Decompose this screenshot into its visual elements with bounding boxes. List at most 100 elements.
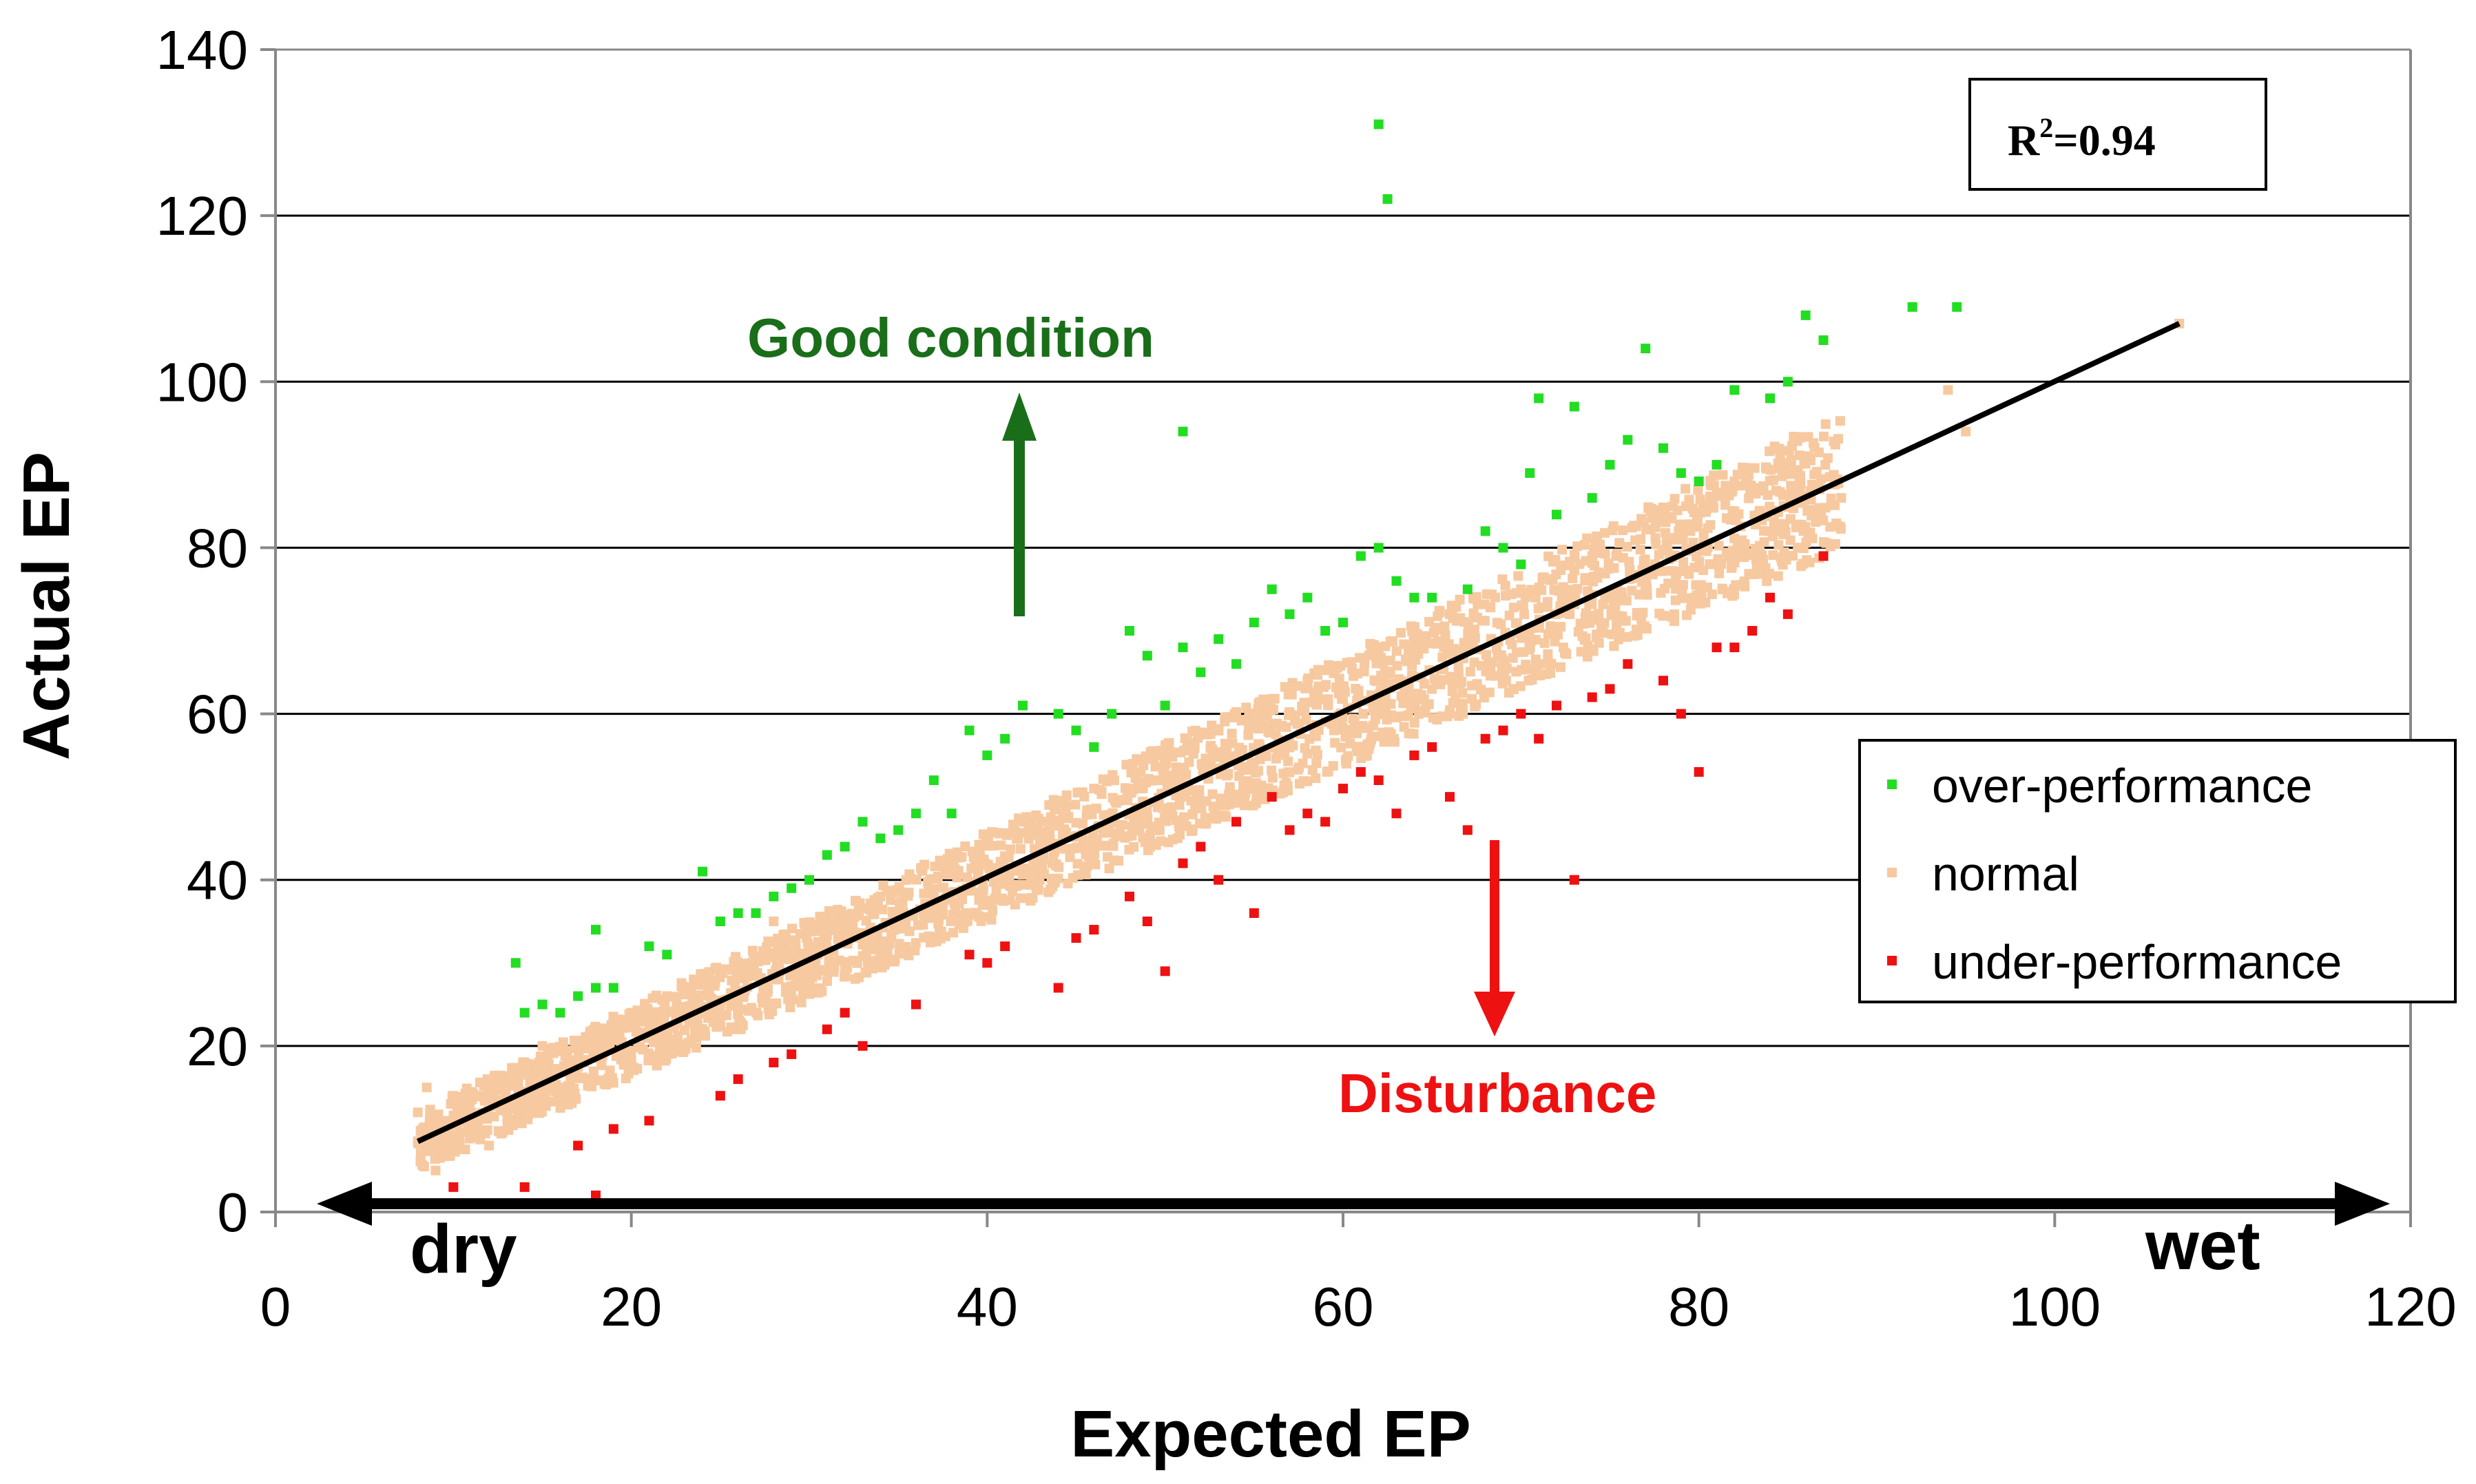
normal-point <box>487 1085 497 1095</box>
over-performance-point <box>804 875 814 885</box>
normal-point <box>877 960 887 970</box>
normal-point <box>870 934 880 944</box>
normal-point <box>1107 771 1118 781</box>
normal-point <box>578 1072 588 1083</box>
normal-point <box>1816 474 1826 484</box>
normal-point <box>1664 512 1674 522</box>
over-performance-point <box>911 808 921 819</box>
normal-point <box>1182 736 1192 746</box>
normal-point <box>1454 669 1464 679</box>
legend-label-normal: normal <box>1932 847 2079 901</box>
normal-point <box>1156 836 1166 846</box>
normal-point <box>1300 683 1311 693</box>
normal-point <box>735 962 745 972</box>
normal-point <box>1187 809 1198 819</box>
normal-point <box>882 886 892 896</box>
normal-point <box>1349 671 1359 681</box>
over-performance-point <box>875 833 886 844</box>
normal-point <box>1090 859 1101 870</box>
normal-point <box>1358 709 1369 719</box>
normal-point <box>1399 722 1409 732</box>
over-performance-point <box>1355 551 1366 561</box>
normal-point <box>1825 522 1835 532</box>
under-performance-point <box>1089 925 1099 935</box>
normal-point <box>1717 583 1727 594</box>
under-performance-point <box>982 958 992 968</box>
normal-point <box>1593 567 1603 578</box>
normal-point <box>655 1010 665 1021</box>
normal-point <box>1227 729 1237 739</box>
normal-point <box>791 935 801 945</box>
normal-point <box>1678 556 1689 567</box>
normal-point <box>813 937 823 947</box>
under-performance-point <box>1480 733 1490 744</box>
over-performance-point <box>822 850 832 860</box>
over-performance-point <box>840 842 850 852</box>
normal-point <box>617 1054 627 1065</box>
normal-point <box>995 857 1006 867</box>
normal-point <box>1081 849 1091 859</box>
normal-point <box>791 943 801 953</box>
normal-point <box>763 936 773 946</box>
normal-point <box>1606 605 1616 616</box>
normal-point <box>596 1023 607 1034</box>
normal-point <box>1032 823 1043 833</box>
normal-point <box>1492 652 1503 662</box>
normal-point <box>1119 832 1130 842</box>
normal-point <box>559 1091 570 1101</box>
normal-point <box>1643 503 1654 513</box>
normal-point <box>1568 573 1578 583</box>
normal-point <box>1388 733 1399 744</box>
normal-point <box>1744 569 1754 579</box>
normal-point <box>1331 682 1342 693</box>
normal-point <box>1279 750 1289 760</box>
normal-point <box>887 906 897 917</box>
normal-point <box>1512 647 1522 658</box>
normal-point <box>1201 796 1211 806</box>
over-performance-point <box>1125 626 1134 636</box>
normal-point <box>820 939 831 950</box>
normal-point <box>1166 802 1176 813</box>
under-performance-point <box>769 1057 779 1067</box>
normal-point <box>436 1142 446 1152</box>
normal-point <box>1167 747 1177 757</box>
normal-point <box>1607 629 1617 640</box>
under-performance-point <box>1373 775 1384 786</box>
under-performance-point <box>1320 817 1331 827</box>
normal-point <box>752 952 762 962</box>
normal-point <box>1668 501 1678 512</box>
normal-point <box>1081 869 1091 879</box>
r-squared-box: R2=0.94 <box>1968 78 2267 191</box>
normal-point <box>1695 494 1705 505</box>
normal-point <box>839 930 849 940</box>
over-performance-point <box>1373 543 1384 553</box>
normal-point <box>1785 535 1796 545</box>
x-axis-title: Expected EP <box>1070 1397 1471 1471</box>
normal-point <box>1650 522 1661 532</box>
normal-point <box>1469 657 1479 667</box>
normal-point <box>497 1085 507 1095</box>
normal-point <box>1807 479 1817 490</box>
normal-point <box>709 981 720 991</box>
normal-point <box>574 1048 584 1058</box>
normal-point <box>1762 576 1772 586</box>
normal-point <box>1380 641 1391 651</box>
under-performance-point <box>1729 642 1740 653</box>
normal-point <box>550 1064 561 1074</box>
x-tick-label: 20 <box>601 1276 662 1337</box>
normal-point <box>1784 446 1794 456</box>
normal-point <box>1778 490 1788 501</box>
normal-point <box>1679 522 1689 532</box>
normal-point <box>1787 551 1798 561</box>
normal-point <box>948 850 958 860</box>
r-squared-label: R2=0.94 <box>2008 112 2156 165</box>
normal-point <box>1364 650 1374 660</box>
over-performance-point <box>1089 742 1099 752</box>
normal-point <box>845 919 855 930</box>
normal-point <box>1612 620 1622 630</box>
normal-point <box>470 1123 481 1133</box>
normal-point <box>1530 654 1541 665</box>
normal-point <box>1167 835 1178 845</box>
normal-point <box>807 926 818 936</box>
normal-point <box>689 974 699 985</box>
